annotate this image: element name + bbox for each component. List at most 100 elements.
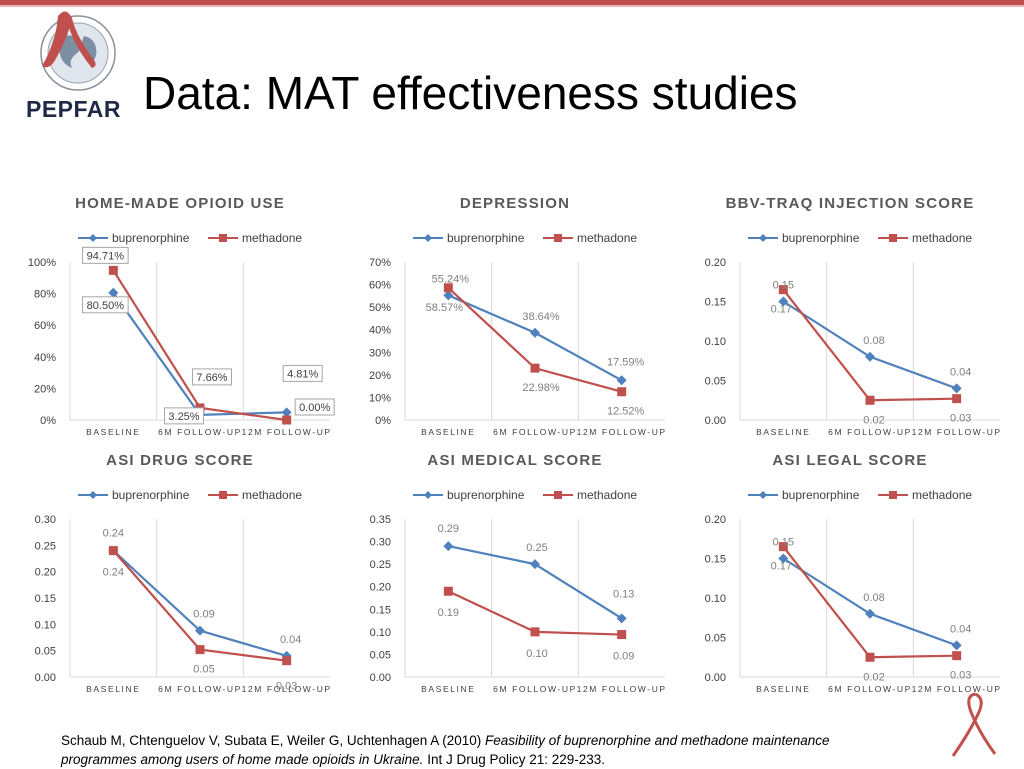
legend-entry-buprenorphine: buprenorphine <box>447 488 525 502</box>
data-point-methadone <box>778 542 788 552</box>
legend-marker <box>554 491 562 499</box>
y-tick-label: 0.35 <box>370 514 391 526</box>
data-label-box <box>282 364 323 382</box>
data-point-buprenorphine <box>951 640 962 651</box>
data-point-buprenorphine <box>865 608 875 619</box>
data-point-buprenorphine <box>195 625 205 636</box>
data-point-methadone <box>952 394 962 404</box>
data-point-methadone <box>865 395 875 405</box>
data-point-buprenorphine <box>616 613 627 624</box>
data-point-buprenorphine <box>951 383 962 394</box>
legend-marker <box>554 234 562 242</box>
x-tick-label: BASELINE <box>756 427 810 437</box>
data-label: 55.24% <box>432 273 470 285</box>
data-label: 0.15 <box>773 280 794 292</box>
chart-title: HOME-MADE OPIOID USE <box>75 195 285 212</box>
data-label: 0.00% <box>299 402 330 414</box>
data-label: 4.81% <box>287 368 318 380</box>
data-label: 0.09 <box>193 609 214 621</box>
y-tick-label: 0.00 <box>370 672 391 684</box>
data-point-buprenorphine <box>443 541 454 552</box>
y-tick-label: 0.30 <box>370 537 391 549</box>
data-point-methadone <box>778 285 788 295</box>
legend-entry-buprenorphine: buprenorphine <box>112 488 190 502</box>
x-tick-label: BASELINE <box>86 427 140 437</box>
y-tick-label: 0.10 <box>705 593 726 605</box>
x-tick-label: BASELINE <box>756 684 810 694</box>
top-accent-bar <box>0 0 1024 5</box>
data-label: 94.71% <box>87 250 125 262</box>
y-tick-label: 60% <box>34 320 56 332</box>
citation-authors: Schaub M, Chtenguelov V, Subata E, Weile… <box>61 733 486 748</box>
data-point-buprenorphine <box>108 287 119 298</box>
data-label: 0.13 <box>613 588 634 600</box>
data-label: 0.04 <box>950 623 971 635</box>
y-tick-label: 0.05 <box>705 376 726 388</box>
x-tick-label: BASELINE <box>86 684 140 694</box>
y-tick-label: 0.15 <box>705 554 726 566</box>
series-line-methadone <box>447 286 622 393</box>
logo-text: PEPFAR <box>26 96 122 122</box>
data-label: 0.08 <box>863 592 884 604</box>
data-label: 0.17 <box>771 561 792 573</box>
data-point-methadone <box>282 415 292 425</box>
x-tick-label: 12M FOLLOW-UP <box>912 684 1002 694</box>
citation: Schaub M, Chtenguelov V, Subata E, Weile… <box>61 731 861 769</box>
legend-entry-buprenorphine: buprenorphine <box>112 231 190 245</box>
page-title: Data: MAT effectiveness studies <box>143 67 798 119</box>
x-tick-label: 12M FOLLOW-UP <box>912 427 1002 437</box>
chart-svg: ASI DRUG SCORE buprenorphine methadone 0.00… <box>35 452 332 694</box>
pepfar-seal-icon <box>40 11 116 91</box>
data-point-methadone <box>282 656 292 666</box>
chart-title: ASI LEGAL SCORE <box>772 452 927 469</box>
legend-marker <box>889 491 897 499</box>
y-tick-label: 10% <box>369 392 391 404</box>
y-tick-label: 0.15 <box>370 604 391 616</box>
data-point-buprenorphine <box>616 375 627 386</box>
data-label: 0.24 <box>103 528 124 540</box>
data-label: 0.03 <box>276 681 297 693</box>
y-tick-label: 0.25 <box>35 540 56 552</box>
data-label: 7.66% <box>196 372 227 384</box>
chart-svg: ASI LEGAL SCORE buprenorphine methadone 0.0… <box>705 452 1002 694</box>
y-tick-label: 20% <box>369 370 391 382</box>
legend-marker <box>889 234 897 242</box>
chart-asi-drug-score: ASI DRUG SCORE buprenorphine methadone 0.00… <box>30 442 340 697</box>
data-point-buprenorphine <box>443 290 454 301</box>
data-label: 17.59% <box>607 356 645 368</box>
data-point-buprenorphine <box>281 407 292 418</box>
top-accent-line <box>0 5 1024 7</box>
x-tick-label: 6M FOLLOW-UP <box>158 684 242 694</box>
data-point-buprenorphine <box>778 296 789 307</box>
legend-marker <box>89 234 97 242</box>
x-tick-label: BASELINE <box>421 427 475 437</box>
x-tick-label: 12M FOLLOW-UP <box>242 427 332 437</box>
data-point-methadone <box>108 265 118 275</box>
data-point-methadone <box>952 651 962 661</box>
chart-title: ASI DRUG SCORE <box>106 452 254 469</box>
data-label: 0.29 <box>438 523 459 535</box>
x-tick-label: BASELINE <box>421 684 475 694</box>
y-tick-label: 0% <box>40 415 56 427</box>
legend-marker <box>219 491 227 499</box>
x-tick-label: 12M FOLLOW-UP <box>577 684 667 694</box>
data-label: 38.64% <box>522 311 560 323</box>
data-point-methadone <box>530 363 540 373</box>
data-label: 0.04 <box>950 366 971 378</box>
y-tick-label: 0.20 <box>35 567 56 579</box>
data-label: 0.17 <box>771 304 792 316</box>
data-label: 0.08 <box>863 335 884 347</box>
legend-entry-methadone: methadone <box>912 231 972 245</box>
chart-title: ASI MEDICAL SCORE <box>427 452 602 469</box>
data-label: 0.24 <box>103 567 124 579</box>
y-tick-label: 0.10 <box>370 627 391 639</box>
data-label: 80.50% <box>87 300 125 312</box>
chart-depression: DEPRESSION buprenorphine methadone 0% 10% 20%… <box>365 185 675 440</box>
y-tick-label: 0.20 <box>370 582 391 594</box>
x-tick-label: 12M FOLLOW-UP <box>242 684 332 694</box>
chart-home-made-opioid-use: HOME-MADE OPIOID USE buprenorphine methado… <box>28 185 340 440</box>
y-tick-label: 0.05 <box>35 646 56 658</box>
red-ribbon-icon <box>951 692 997 757</box>
y-tick-label: 0% <box>375 415 391 427</box>
chart-title: BBV-TRAQ INJECTION SCORE <box>726 195 975 212</box>
